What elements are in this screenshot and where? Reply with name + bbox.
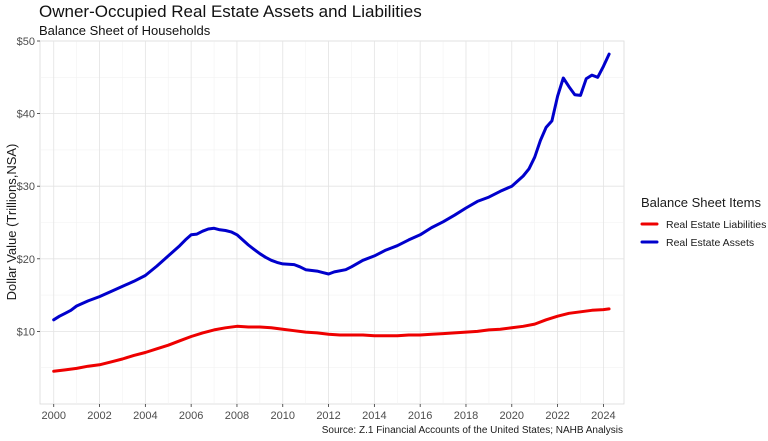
x-tick-label: 2016 [408,410,432,422]
y-tick-label: $50 [17,36,35,48]
x-tick-label: 2010 [271,410,295,422]
y-tick-label: $30 [17,181,35,193]
y-tick-label: $40 [17,109,35,121]
x-tick-label: 2002 [87,410,111,422]
legend-label: Real Estate Assets [666,237,754,249]
y-tick-label: $20 [17,254,35,266]
chart-title: Owner-Occupied Real Estate Assets and Li… [39,2,422,21]
series-layer [52,52,611,373]
x-tick-label: 2000 [41,410,65,422]
x-tick-label: 2024 [591,410,615,422]
y-tick-label: $10 [17,326,35,338]
x-tick-label: 2012 [316,410,340,422]
series-line-1 [52,52,611,322]
x-tick-label: 2014 [362,410,386,422]
y-axis: $10 $20 $30 $40 $50 [17,36,40,338]
x-tick-label: 2004 [133,410,157,422]
x-tick-label: 2022 [545,410,569,422]
x-tick-label: 2006 [179,410,203,422]
legend-label: Real Estate Liabilities [666,219,766,231]
x-tick-label: 2020 [500,410,524,422]
x-tick-label: 2008 [225,410,249,422]
series-line-0 [52,307,611,373]
legend-title: Balance Sheet Items [641,195,761,210]
x-tick-label: 2018 [454,410,478,422]
legend: Balance Sheet Items Real Estate Liabilit… [640,195,766,249]
legend-items: Real Estate Liabilities Real Estate Asset… [640,219,766,249]
x-axis: 2000 2002 2004 2006 2008 2010 2012 2014 2016 2018… [41,404,616,422]
source-caption: Source: Z.1 Financial Accounts of the Un… [322,425,623,436]
minor-grid [40,41,624,404]
major-grid [40,40,624,404]
y-axis-title: Dollar Value (Trillions,NSA) [4,144,19,301]
chart-subtitle: Balance Sheet of Households [39,23,211,38]
